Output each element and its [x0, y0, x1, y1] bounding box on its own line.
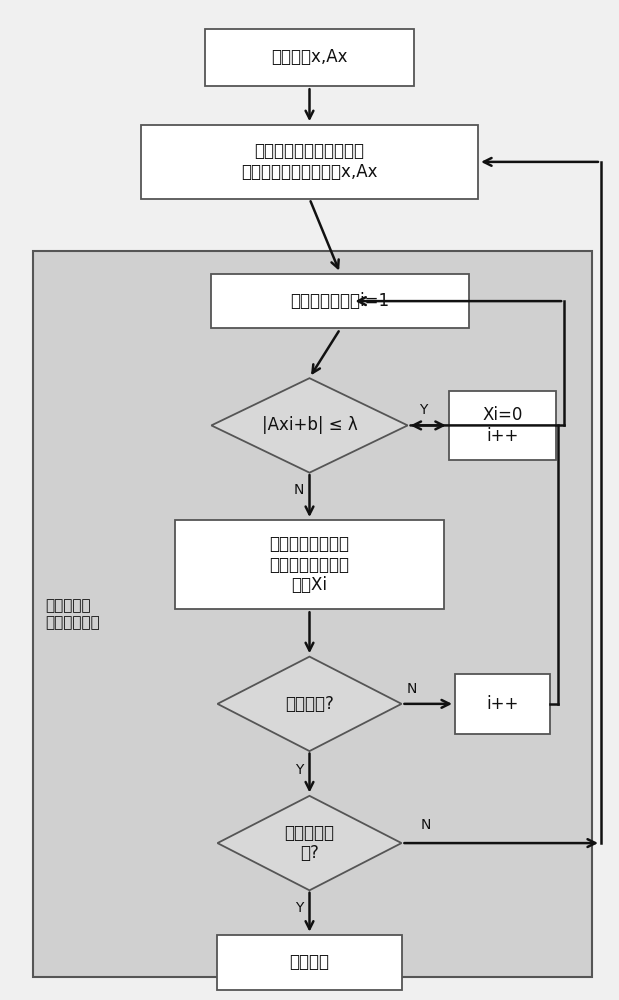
- FancyBboxPatch shape: [33, 251, 592, 977]
- Text: Y: Y: [295, 763, 303, 777]
- Text: 生成初始x,Ax: 生成初始x,Ax: [271, 48, 348, 66]
- FancyBboxPatch shape: [206, 29, 413, 86]
- Text: N: N: [406, 682, 417, 696]
- FancyBboxPatch shape: [455, 674, 550, 734]
- Polygon shape: [211, 378, 408, 473]
- FancyBboxPatch shape: [141, 125, 478, 199]
- Text: N: N: [421, 818, 431, 832]
- FancyBboxPatch shape: [175, 520, 444, 609]
- Text: N: N: [294, 483, 305, 497]
- Text: 第二次迭代
到最大次迭代: 第二次迭代 到最大次迭代: [46, 598, 100, 631]
- Text: i++: i++: [487, 695, 519, 713]
- Text: 目标函数收
敛?: 目标函数收 敛?: [285, 824, 334, 862]
- FancyBboxPatch shape: [449, 391, 556, 460]
- Text: 求解完成: 求解完成: [290, 953, 329, 971]
- FancyBboxPatch shape: [211, 274, 469, 328]
- Text: 初始化特征序号i=1: 初始化特征序号i=1: [290, 292, 390, 310]
- Text: Y: Y: [419, 403, 427, 418]
- Text: 遍历结束?: 遍历结束?: [285, 695, 334, 713]
- FancyBboxPatch shape: [217, 935, 402, 990]
- Text: |Axi+b| ≤ λ: |Axi+b| ≤ λ: [262, 416, 357, 434]
- Text: Xi=0
i++: Xi=0 i++: [483, 406, 523, 445]
- Polygon shape: [217, 657, 402, 751]
- Text: 第一次迭代使用传统坐标
下降法遍历特征，得到x,Ax: 第一次迭代使用传统坐标 下降法遍历特征，得到x,Ax: [241, 142, 378, 181]
- Text: Y: Y: [295, 901, 303, 915]
- Polygon shape: [217, 796, 402, 890]
- Text: 对此序号的特征使
用传统坐标下降法
更新Xi: 对此序号的特征使 用传统坐标下降法 更新Xi: [269, 535, 350, 594]
